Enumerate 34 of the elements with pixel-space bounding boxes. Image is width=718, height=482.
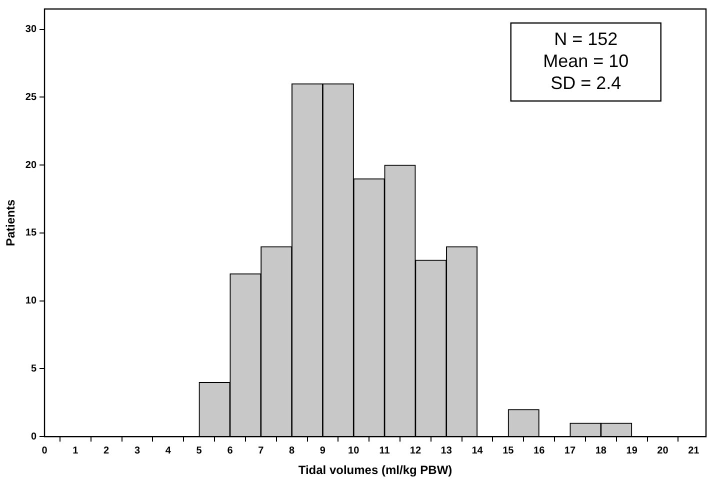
- y-tick-label: 0: [30, 431, 37, 442]
- y-tick-label: 25: [25, 92, 37, 103]
- x-tick-label: 17: [564, 445, 576, 456]
- x-tick-label: 5: [196, 445, 202, 456]
- y-tick-label: 5: [30, 363, 37, 374]
- y-tick-label: 15: [25, 228, 37, 239]
- x-tick-label: 11: [379, 445, 390, 456]
- x-tick-label: 13: [440, 445, 452, 456]
- x-axis-title: Tidal volumes (ml/kg PBW): [298, 463, 452, 478]
- y-tick-label: 20: [25, 160, 37, 171]
- x-tick-label: 16: [534, 445, 546, 456]
- x-tick-label: 10: [348, 445, 360, 456]
- annotation: Mean = 10: [543, 50, 629, 71]
- x-tick-label: 1: [72, 445, 79, 456]
- x-tick-label: 3: [134, 445, 140, 456]
- x-tick-label: 18: [595, 445, 607, 456]
- x-tick-label: 2: [104, 445, 110, 456]
- x-tick-label: 8: [289, 445, 296, 456]
- x-tick-label: 14: [472, 445, 484, 456]
- x-tick-label: 15: [502, 445, 514, 456]
- x-tick-label: 7: [258, 445, 264, 456]
- x-tick-label: 12: [410, 445, 422, 456]
- x-tick-label: 0: [42, 445, 48, 456]
- annotation: SD = 2.4: [550, 72, 622, 93]
- y-axis-title: Patients: [4, 199, 18, 246]
- y-tick-label: 10: [25, 296, 37, 307]
- x-tick-label: 4: [165, 445, 172, 456]
- x-tick-label: 20: [657, 445, 669, 456]
- x-tick-label: 6: [227, 445, 234, 456]
- x-tick-label: 9: [320, 445, 326, 456]
- annotation: N = 152: [554, 28, 618, 49]
- y-tick-label: 30: [25, 24, 37, 36]
- x-tick-label: 21: [688, 445, 700, 456]
- x-tick-label: 19: [626, 445, 638, 456]
